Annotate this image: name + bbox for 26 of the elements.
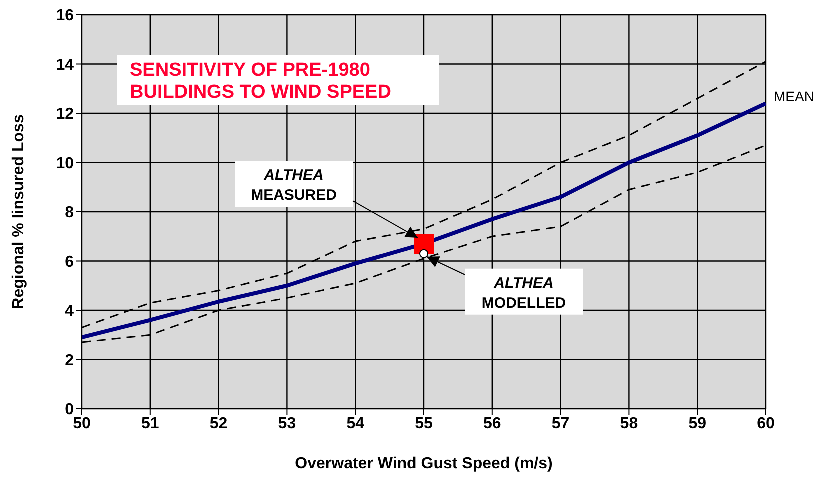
x-tick-label: 59 [688, 415, 707, 432]
x-tick-label: 51 [142, 415, 160, 432]
x-tick-label: 56 [484, 415, 502, 432]
y-axis-title: Regional % Iinsured Loss [10, 114, 28, 310]
y-tick-label: 8 [65, 204, 74, 222]
y-tick-label: 4 [65, 303, 74, 320]
x-tick-label: 53 [278, 415, 296, 432]
y-tick-label: 10 [56, 155, 74, 172]
x-tick-label: 57 [552, 415, 570, 432]
y-tick-label: 6 [65, 254, 74, 271]
series-label: MEAN [774, 88, 814, 105]
annotation: ALTHEA MODELLED [482, 274, 566, 312]
x-tick-label: 55 [415, 415, 433, 432]
x-tick-label: 54 [346, 415, 365, 432]
annotation: ALTHEA MEASURED [251, 167, 338, 204]
y-tick-label: 16 [56, 8, 74, 25]
y-tick-label: 2 [65, 352, 74, 370]
text: SENSITIVITY OF PRE-1980 BUILDINGS TO WIND SPEED [130, 60, 392, 103]
x-tick-label: 60 [757, 415, 775, 432]
x-axis-title: Overwater Wind Gust Speed (m/s) [295, 455, 553, 472]
x-tick-label: 58 [620, 415, 638, 432]
x-tick-label: 52 [210, 415, 228, 432]
y-tick-label: 14 [56, 56, 74, 74]
y-tick-label: 0 [65, 402, 74, 419]
x-tick-label: 50 [73, 415, 91, 432]
y-tick-label: 12 [56, 106, 74, 124]
